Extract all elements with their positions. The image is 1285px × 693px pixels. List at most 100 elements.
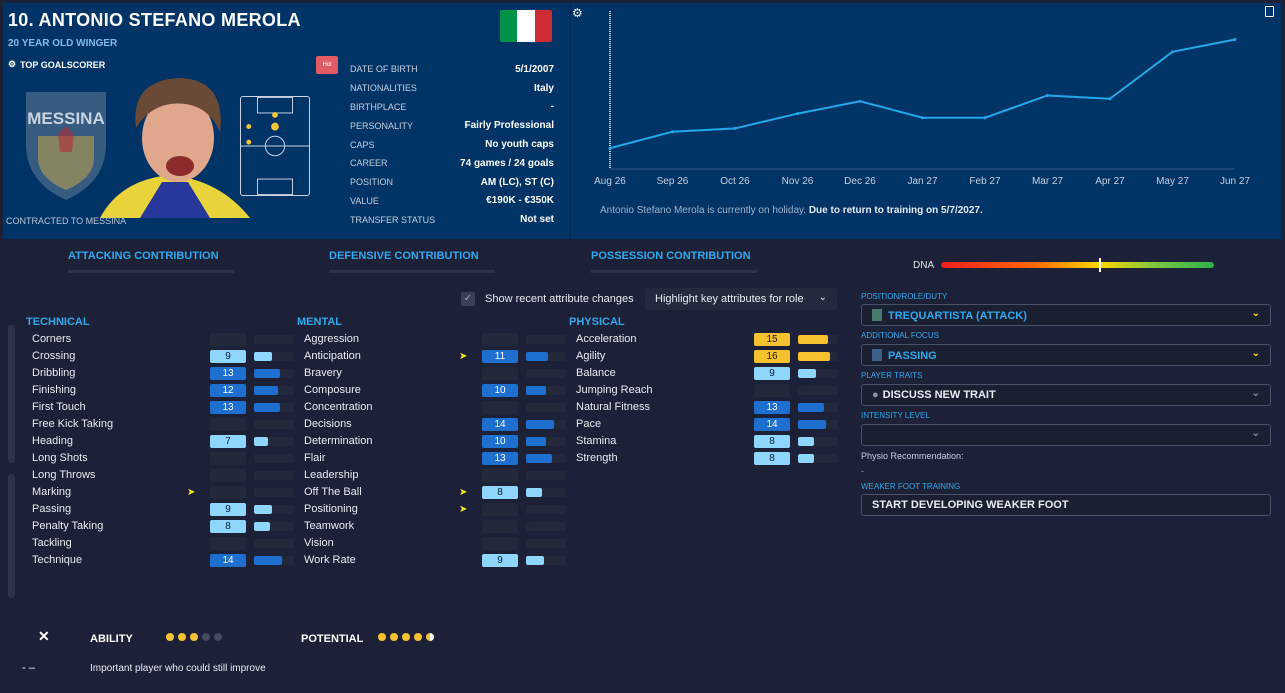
attribute-name: Aggression <box>304 333 360 345</box>
possession-bar <box>591 270 757 273</box>
attribute-row[interactable]: Tackling <box>32 535 294 552</box>
attribute-row[interactable]: Penalty Taking 8 <box>32 518 294 535</box>
attribute-value <box>754 384 790 397</box>
attribute-row[interactable]: Jumping Reach <box>576 382 838 399</box>
attribute-bar-track <box>526 522 566 531</box>
attribute-row[interactable]: Anticipation ➤ 11 <box>304 348 566 365</box>
attribute-row[interactable]: Decisions 14 <box>304 416 566 433</box>
attribute-value <box>210 537 246 550</box>
attribute-row[interactable]: Bravery <box>304 365 566 382</box>
recent-change-icon: ➤ <box>459 504 468 515</box>
star-icon <box>390 633 398 641</box>
attribute-row[interactable]: Balance 9 <box>576 365 838 382</box>
dna-label: DNA <box>913 260 935 271</box>
attribute-row[interactable]: Determination 10 <box>304 433 566 450</box>
attribute-row[interactable]: Heading 7 <box>32 433 294 450</box>
star-icon <box>402 633 410 641</box>
possession-contribution[interactable]: POSSESSION CONTRIBUTION <box>591 250 757 273</box>
data-point <box>921 116 924 120</box>
attribute-row[interactable]: Long Throws <box>32 467 294 484</box>
status-marker: - – <box>22 662 35 674</box>
attribute-row[interactable]: Natural Fitness 13 <box>576 399 838 416</box>
attribute-name: Technique <box>32 554 83 566</box>
attribute-value: 11 <box>482 350 518 363</box>
physio-recommendation: Physio Recommendation: <box>861 451 964 461</box>
attribute-row[interactable]: Flair 13 <box>304 450 566 467</box>
attribute-bar <box>254 386 278 395</box>
flag-white <box>517 10 535 42</box>
info-row: DATE OF BIRTH 5/1/2007 <box>350 60 554 79</box>
attribute-value <box>482 469 518 482</box>
star-icon <box>426 633 434 641</box>
attribute-row[interactable]: Acceleration 15 <box>576 331 838 348</box>
attribute-row[interactable]: Agility 16 <box>576 348 838 365</box>
attribute-bar <box>526 454 552 463</box>
attribute-row[interactable]: Positioning ➤ <box>304 501 566 518</box>
attribute-row[interactable]: Pace 14 <box>576 416 838 433</box>
attribute-row[interactable]: Off The Ball ➤ 8 <box>304 484 566 501</box>
attribute-row[interactable]: Composure 10 <box>304 382 566 399</box>
weak-foot-button[interactable]: START DEVELOPING WEAKER FOOT <box>861 494 1271 516</box>
attribute-bar <box>526 505 530 514</box>
attribute-row[interactable]: Aggression <box>304 331 566 348</box>
show-recent-checkbox[interactable]: ✓ <box>461 292 475 306</box>
attribute-row[interactable]: Stamina 8 <box>576 433 838 450</box>
x-tick-label: May 27 <box>1156 176 1189 187</box>
chevron-down-icon: ⌄ <box>818 292 827 303</box>
attribute-row[interactable]: Vision <box>304 535 566 552</box>
role-dropdown[interactable]: TREQUARTISTA (ATTACK) ⌄ <box>861 304 1271 326</box>
player-info-table: DATE OF BIRTH 5/1/2007 NATIONALITIES Italy B… <box>350 60 554 229</box>
attribute-row[interactable]: Corners <box>32 331 294 348</box>
attacking-contribution[interactable]: ATTACKING CONTRIBUTION <box>68 250 234 273</box>
attribute-row[interactable]: Long Shots <box>32 450 294 467</box>
attribute-row[interactable]: Concentration <box>304 399 566 416</box>
attribute-row[interactable]: Strength 8 <box>576 450 838 467</box>
attribute-name: Balance <box>576 367 616 379</box>
attribute-row[interactable]: Technique 14 <box>32 552 294 569</box>
attribute-bar <box>526 335 530 344</box>
chart-settings-icon[interactable]: ⚙ <box>572 6 583 20</box>
focus-dropdown[interactable]: PASSING ⌄ <box>861 344 1271 366</box>
attribute-row[interactable]: Dribbling 13 <box>32 365 294 382</box>
attacking-label: ATTACKING CONTRIBUTION <box>68 250 219 262</box>
defensive-contribution[interactable]: DEFENSIVE CONTRIBUTION <box>329 250 495 273</box>
attribute-name: Decisions <box>304 418 352 430</box>
attribute-bar <box>254 556 282 565</box>
chart-options-icon[interactable] <box>1265 6 1274 17</box>
attribute-row[interactable]: Finishing 12 <box>32 382 294 399</box>
attributes-scrollbar-lower[interactable] <box>8 474 15 598</box>
attribute-row[interactable]: Teamwork <box>304 518 566 535</box>
info-value: 5/1/2007 <box>515 63 554 75</box>
attribute-name: Long Throws <box>32 469 96 481</box>
traits-dropdown[interactable]: ● DISCUSS NEW TRAIT ⌄ <box>861 384 1271 406</box>
attribute-name: Marking <box>32 486 72 498</box>
attribute-value: 13 <box>210 401 246 414</box>
attribute-bar <box>798 386 802 395</box>
ability-chart: Aug 26 Sep 26 Oct 26 Nov 26 Dec 26 Jan 27 Feb … <box>594 11 1250 187</box>
attribute-value: 8 <box>754 452 790 465</box>
attribute-bar-track <box>798 386 838 395</box>
highlight-dropdown[interactable]: Highlight key attributes for role ⌄ <box>645 288 837 310</box>
attribute-name: Work Rate <box>304 554 356 566</box>
attribute-value: 16 <box>754 350 790 363</box>
attributes-scrollbar-upper[interactable] <box>8 325 15 463</box>
intensity-dropdown[interactable]: ⌄ <box>861 424 1271 446</box>
attribute-name: Heading <box>32 435 73 447</box>
attribute-bar-track <box>254 488 294 497</box>
info-key: CAPS <box>350 139 375 150</box>
attribute-row[interactable]: Marking ➤ <box>32 484 294 501</box>
attribute-row[interactable]: First Touch 13 <box>32 399 294 416</box>
attribute-value <box>482 367 518 380</box>
attribute-row[interactable]: Work Rate 9 <box>304 552 566 569</box>
attribute-row[interactable]: Free Kick Taking <box>32 416 294 433</box>
attribute-row[interactable]: Leadership <box>304 467 566 484</box>
attribute-row[interactable]: Passing 9 <box>32 501 294 518</box>
attribute-name: Passing <box>32 503 72 515</box>
attribute-bar <box>526 556 544 565</box>
data-point <box>796 112 799 116</box>
chevron-down-icon: ⌄ <box>1251 348 1260 359</box>
attribute-row[interactable]: Crossing 9 <box>32 348 294 365</box>
attribute-bar <box>254 352 272 361</box>
close-icon[interactable]: ✕ <box>38 628 50 644</box>
x-tick-label: Jun 27 <box>1220 176 1250 187</box>
